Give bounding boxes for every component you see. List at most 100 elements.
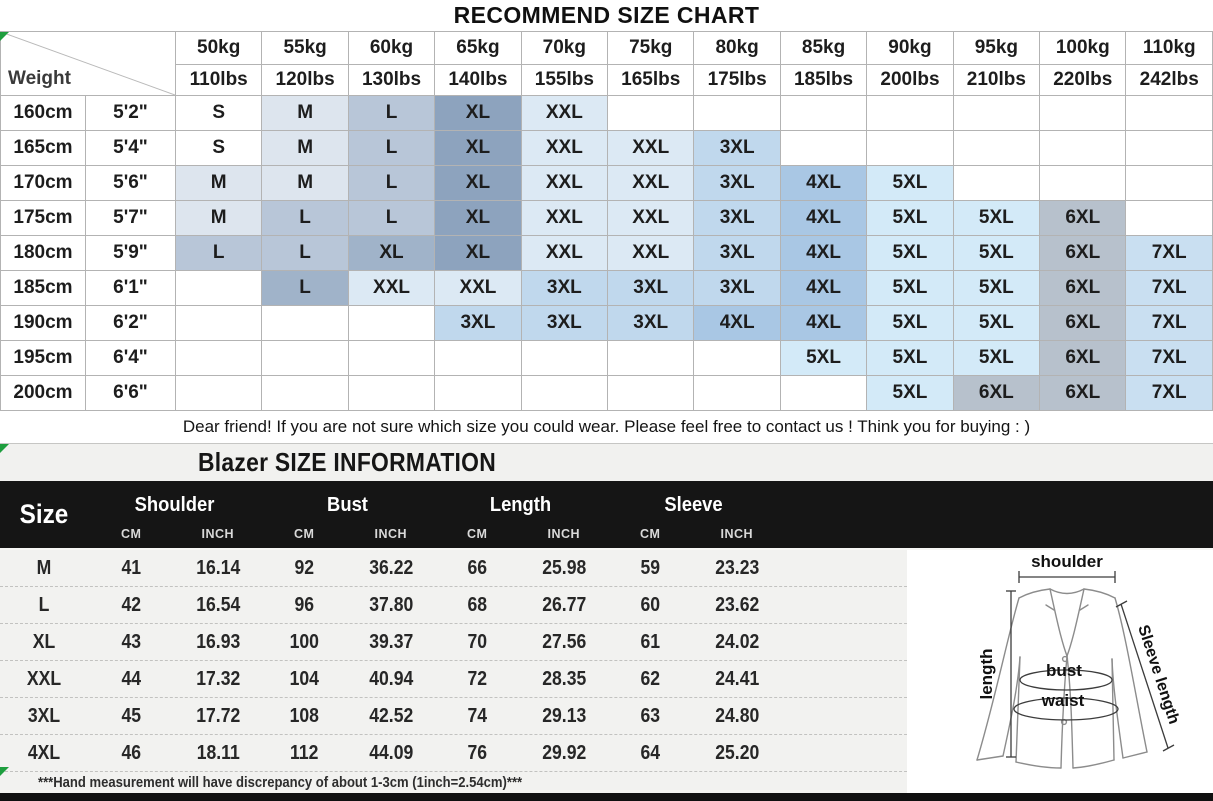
measurement-cell: 16.54 (195, 593, 240, 616)
height-ft-header: 6'6" (85, 375, 176, 411)
measurement-cell: 29.92 (541, 741, 586, 764)
size-info-row: 4XL 46 18.11 112 44.09 76 29.92 64 25.20 (0, 735, 952, 772)
recommended-size-cell (174, 375, 263, 411)
recommended-size-cell: XXL (607, 200, 695, 236)
recommended-size-cell: 7XL (1125, 270, 1213, 306)
unit-subheader-row: CM INCH (261, 519, 434, 548)
recommended-size-cell: XL (434, 130, 522, 166)
weight-kg-header: 90kg (866, 31, 954, 65)
button-icon (1061, 655, 1069, 663)
recommended-size-cell: 3XL (434, 305, 522, 341)
recommended-size-cell (347, 340, 436, 376)
recommended-size-cell: S (174, 95, 263, 131)
weight-kg-header: 110kg (1125, 31, 1213, 65)
recommended-size-cell: 7XL (1125, 235, 1213, 271)
recommended-size-cell: 7XL (1125, 305, 1213, 341)
recommended-size-cell (434, 375, 522, 411)
size-name-cell: M (36, 556, 52, 579)
page-title: RECOMMEND SIZE CHART (453, 2, 760, 28)
recommended-size-cell: XXL (607, 165, 695, 201)
measurement-cell: 70 (467, 630, 488, 653)
recommended-size-cell: 6XL (1039, 200, 1127, 236)
height-cm-header: 175cm (0, 200, 86, 236)
measurement-cell: 23.23 (714, 556, 759, 579)
recommended-size-cell: XL (434, 235, 522, 271)
measurement-cell: 92 (294, 556, 315, 579)
blazer-measure-illustration: shoulder length bust waist Sleeve length (976, 552, 1182, 769)
recommended-size-cell: 5XL (866, 235, 954, 271)
recommended-size-cell (866, 130, 954, 166)
measurement-cell: 28.35 (541, 667, 586, 690)
recommended-size-cell: 6XL (1039, 270, 1127, 306)
weight-kg-header: 60kg (347, 31, 436, 65)
recommended-size-cell: 5XL (866, 305, 954, 341)
measurement-cell: 40.94 (368, 667, 413, 690)
size-info-header-grid: Size Shoulder CM INCH Bust CM INCH Length CM INC… (0, 481, 1213, 548)
unit-subheader: CM (640, 526, 661, 541)
recommended-size-cell: XXL (520, 95, 609, 131)
size-info-row: XL 43 16.93 100 39.37 70 27.56 61 24.02 (0, 624, 952, 661)
height-cm-header: 165cm (0, 130, 86, 166)
height-row: 180cm 5'9" L L XL XL XXL XXL 3XL 4XL 5XL 5XL 6XL 7XL (0, 235, 1213, 271)
recommended-size-cell (174, 270, 263, 306)
measurement-cell: 74 (467, 704, 488, 727)
measurement-cell: 76 (467, 741, 488, 764)
recommended-size-cell (693, 375, 781, 411)
group-label: Shoulder (134, 494, 215, 516)
unit-subheader-row: CM INCH (434, 519, 607, 548)
recommended-size-cell: M (174, 200, 263, 236)
recommended-size-cell (174, 340, 263, 376)
recommended-size-cell (779, 95, 868, 131)
weight-kg-header: 55kg (261, 31, 349, 65)
weight-lbs-header: 155lbs (520, 64, 609, 96)
recommended-size-cell (693, 95, 781, 131)
sleeve-length-label: Sleeve length (1134, 623, 1182, 726)
measurement-cell: 42 (121, 593, 142, 616)
measurement-cell: 44.09 (368, 741, 413, 764)
recommended-size-cell: 6XL (1039, 235, 1127, 271)
weight-kg-header: 75kg (607, 31, 695, 65)
recommended-size-cell: 3XL (607, 270, 695, 306)
height-cm-header: 180cm (0, 235, 86, 271)
weight-corner-cell: Weight (0, 31, 176, 96)
recommended-size-cell: L (347, 130, 436, 166)
size-info-body: M 41 16.14 92 36.22 66 25.98 59 23.23 L 42 16.54 96 3… (0, 548, 1213, 793)
recommended-size-cell: 5XL (952, 200, 1041, 236)
recommended-size-cell (607, 375, 695, 411)
measurement-cell: 27.56 (541, 630, 586, 653)
height-row: 175cm 5'7" M L L XL XXL XXL 3XL 4XL 5XL 5XL 6XL (0, 200, 1213, 236)
recommended-size-cell: XL (347, 235, 436, 271)
size-info-title-text: Blazer SIZE INFORMATION (198, 447, 497, 477)
recommended-size-cell: L (347, 165, 436, 201)
recommended-size-cell (347, 305, 436, 341)
measurement-cell: 17.72 (195, 704, 240, 727)
recommended-size-cell: 3XL (520, 270, 609, 306)
measurement-cell: 18.11 (196, 741, 240, 764)
unit-subheader: INCH (720, 526, 754, 541)
measurement-cell: 104 (289, 667, 319, 690)
weight-lbs-header: 185lbs (779, 64, 868, 96)
blazer-diagram: shoulder length bust waist Sleeve length (907, 550, 1213, 793)
recommended-size-cell: M (261, 165, 349, 201)
weight-lbs-header: 165lbs (607, 64, 695, 96)
recommended-size-cell: 4XL (779, 200, 868, 236)
recommended-size-cell: 5XL (866, 375, 954, 411)
recommended-size-cell (520, 340, 609, 376)
bottom-bar (0, 791, 1213, 801)
shoulder-label: shoulder (1031, 552, 1103, 571)
weight-kg-header: 65kg (434, 31, 522, 65)
height-row: 185cm 6'1" L XXL XXL 3XL 3XL 3XL 4XL 5XL 5XL 6XL 7XL (0, 270, 1213, 306)
bust-measure-ellipse (1019, 669, 1113, 691)
recommended-size-cell (1039, 95, 1127, 131)
height-cm-header: 190cm (0, 305, 86, 341)
unit-subheader-row: CM INCH (88, 519, 261, 548)
weight-kg-header: 80kg (693, 31, 781, 65)
recommended-size-cell: M (261, 95, 349, 131)
measurement-cell: 42.52 (368, 704, 413, 727)
weight-lbs-header: 130lbs (347, 64, 436, 96)
recommended-size-cell: L (261, 235, 349, 271)
height-ft-header: 6'1" (85, 270, 176, 306)
measurement-cell: 39.37 (368, 630, 413, 653)
recommended-size-cell (693, 340, 781, 376)
height-ft-header: 5'4" (85, 130, 176, 166)
